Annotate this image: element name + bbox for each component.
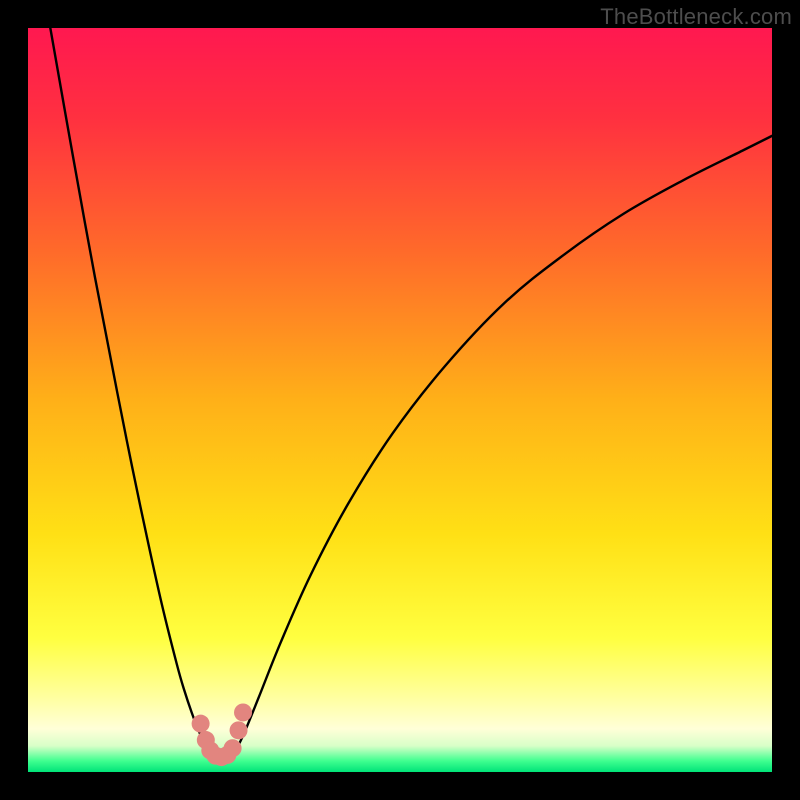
- marker-dot: [230, 721, 248, 739]
- curves-layer: [28, 28, 772, 772]
- curve-right: [234, 136, 772, 754]
- attribution-text: TheBottleneck.com: [600, 4, 792, 30]
- figure-root: TheBottleneck.com: [0, 0, 800, 800]
- marker-dot: [192, 715, 210, 733]
- marker-trail: [192, 703, 252, 766]
- curve-left: [50, 28, 211, 754]
- plot-area: [28, 28, 772, 772]
- marker-dot: [234, 703, 252, 721]
- marker-dot: [224, 739, 242, 757]
